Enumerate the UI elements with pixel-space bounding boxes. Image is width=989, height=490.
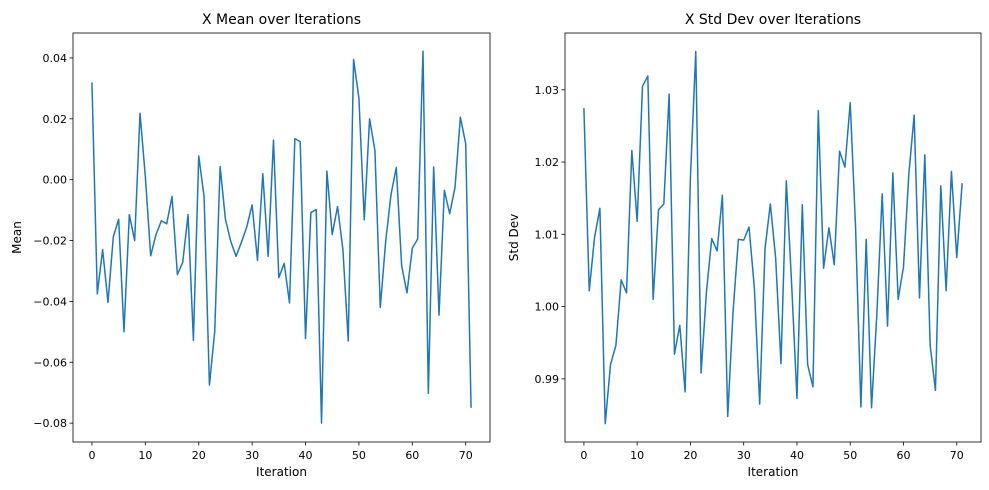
mean-chart-y-tick-label: 0.04: [43, 52, 68, 65]
std-dev-chart-x-tick-label: 20: [683, 449, 697, 462]
mean-chart-y-tick-label: −0.04: [33, 295, 67, 308]
std-dev-chart-y-tick-label: 1.03: [535, 84, 560, 97]
mean-chart-x-tick-label: 50: [352, 449, 366, 462]
std-dev-chart-x-tick-label: 40: [790, 449, 804, 462]
mean-chart-title: X Mean over Iterations: [202, 12, 361, 28]
mean-chart-y-tick-label: 0.00: [43, 174, 68, 187]
mean-chart-x-tick-label: 70: [459, 449, 473, 462]
mean-chart-x-tick-label: 40: [299, 449, 313, 462]
std-dev-chart-panel: X Std Dev over Iterations Iteration Std …: [507, 12, 982, 479]
mean-chart-series-line: [91, 50, 472, 424]
std-dev-chart-y-tick-label: 0.99: [535, 373, 560, 386]
mean-chart-y-tick-label: 0.02: [43, 113, 68, 126]
mean-chart-panel: X Mean over Iterations Iteration Mean 0 1…: [10, 12, 491, 479]
std-dev-chart-xlabel: Iteration: [748, 465, 799, 479]
std-dev-chart-axes-frame: [564, 32, 982, 443]
mean-chart-y-tick-label: −0.02: [33, 235, 67, 248]
std-dev-chart-y-tick-label: 1.02: [535, 156, 560, 169]
mean-chart-x-tick-label: 20: [192, 449, 206, 462]
std-dev-chart-x-tick-label: 0: [580, 449, 587, 462]
mean-chart-axes-frame: [72, 32, 491, 443]
std-dev-chart-x-tick-label: 10: [630, 449, 644, 462]
std-dev-chart-y-tick-label: 1.01: [535, 228, 560, 241]
std-dev-chart-x-tick-label: 30: [737, 449, 751, 462]
std-dev-chart-y-tick-label: 1.00: [535, 301, 560, 314]
std-dev-chart-title: X Std Dev over Iterations: [685, 12, 861, 28]
mean-chart-x-tick-label: 10: [138, 449, 152, 462]
std-dev-chart-x-tick-label: 60: [896, 449, 910, 462]
mean-chart-x-tick-label: 60: [405, 449, 419, 462]
std-dev-chart-ylabel: Std Dev: [507, 214, 521, 261]
std-dev-chart-x-tick-label: 50: [843, 449, 857, 462]
std-dev-chart-series-line: [583, 50, 963, 425]
mean-chart-y-tick-label: −0.06: [33, 356, 67, 369]
std-dev-chart-x-tick-label: 70: [950, 449, 964, 462]
mean-chart-y-tick-label: −0.08: [33, 417, 67, 430]
mean-chart-x-tick-label: 30: [245, 449, 259, 462]
mean-chart-x-tick-label: 0: [88, 449, 95, 462]
mean-chart-xlabel: Iteration: [256, 465, 307, 479]
mean-chart-ylabel: Mean: [10, 221, 24, 254]
